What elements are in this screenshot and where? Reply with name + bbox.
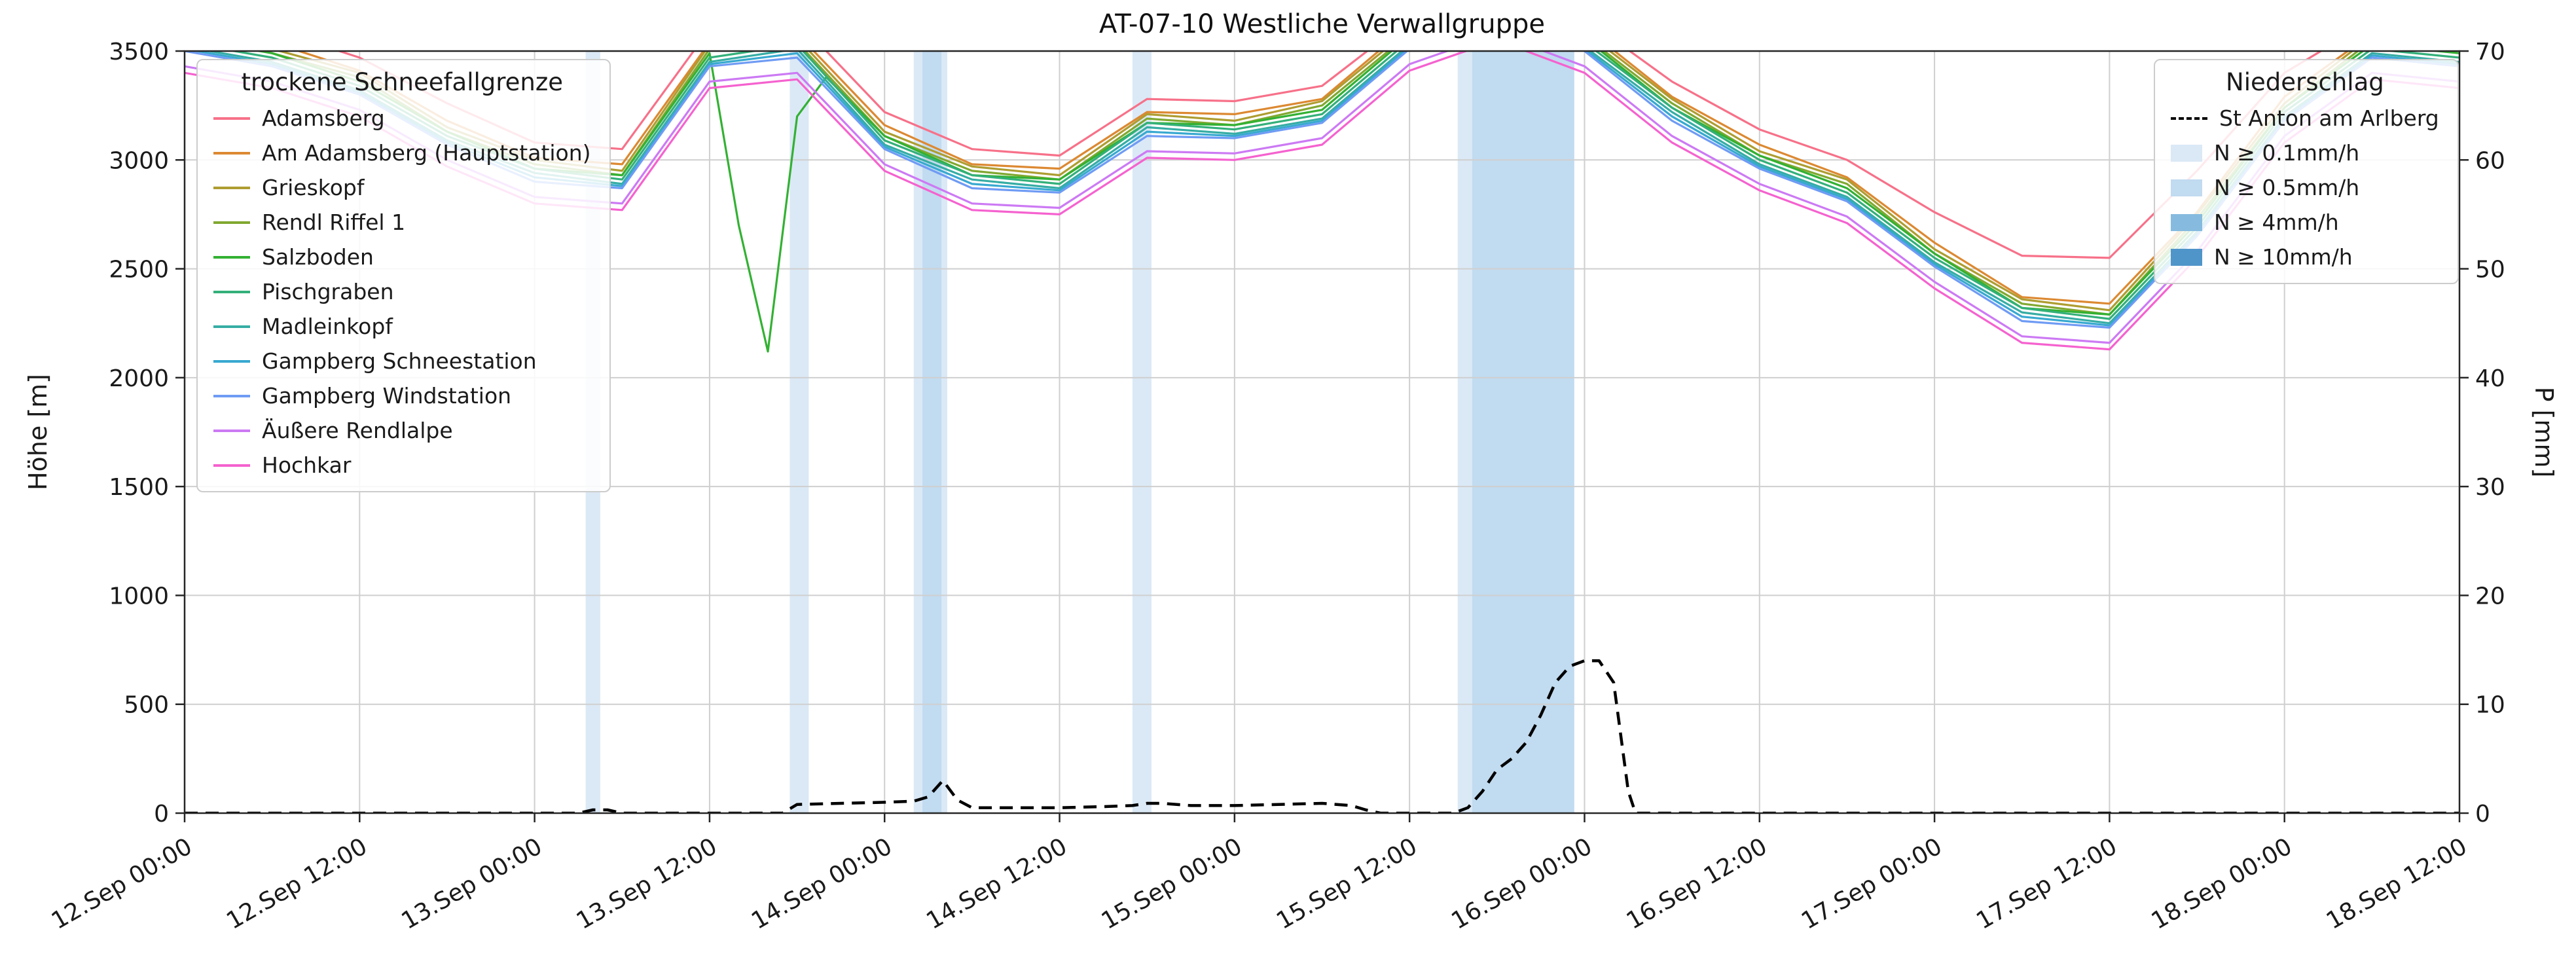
x-tick-label: 12.Sep 00:00: [47, 833, 197, 935]
x-tick-label: 17.Sep 12:00: [1972, 833, 2122, 935]
y-tick-label-left: 3500: [109, 39, 169, 65]
legend-item: Grieskopf: [213, 175, 591, 200]
y-tick-label-left: 0: [154, 801, 169, 828]
legend-left-title: trockene Schneefallgrenze: [241, 68, 564, 96]
x-tick-label: 13.Sep 12:00: [572, 833, 722, 935]
precip-band: [789, 51, 809, 813]
precip-band: [1457, 51, 1472, 813]
legend-item: N ≥ 4mm/h: [2171, 210, 2439, 235]
y-tick-label-right: 50: [2475, 257, 2505, 283]
legend-item: St Anton am Arlberg: [2171, 105, 2439, 131]
legend-item: Salzboden: [213, 244, 591, 270]
legend-line-swatch: [213, 151, 250, 155]
legend-line-swatch: [213, 359, 250, 363]
legend-item-label: N ≥ 0.5mm/h: [2214, 175, 2360, 200]
legend-patch-swatch: [2171, 179, 2202, 196]
y-tick-label-right: 60: [2475, 147, 2505, 174]
legend-right-title: Niederschlag: [2226, 68, 2384, 96]
y-tick-label-left: 3000: [109, 147, 169, 174]
x-tick-label: 18.Sep 00:00: [2147, 833, 2297, 935]
y-tick-label-right: 10: [2475, 692, 2505, 719]
dashed-line-swatch: [2171, 117, 2207, 120]
y-tick-label-right: 70: [2475, 39, 2505, 65]
legend-line-swatch: [213, 429, 250, 432]
legend-item: Am Adamsberg (Hauptstation): [213, 140, 591, 166]
y-tick-label-left: 1000: [109, 583, 169, 610]
legend-item: Adamsberg: [213, 105, 591, 131]
legend-item-label: Pischgraben: [262, 279, 394, 304]
legend-patch-swatch: [2171, 248, 2202, 266]
legend-item-label: N ≥ 0.1mm/h: [2214, 140, 2360, 166]
plot-border: [183, 50, 2461, 814]
legend-item-label: Grieskopf: [262, 175, 365, 200]
legend-item: N ≥ 10mm/h: [2171, 244, 2439, 270]
legend-line-swatch: [213, 464, 250, 467]
precip-band: [922, 51, 942, 813]
y-tick-label-left: 2500: [109, 257, 169, 283]
legend-line-swatch: [213, 290, 250, 293]
legend-item-label: St Anton am Arlberg: [2219, 105, 2439, 131]
x-tick-label: 15.Sep 12:00: [1272, 833, 1422, 935]
y-tick-label-right: 30: [2475, 474, 2505, 501]
legend-item: Äußere Rendlalpe: [213, 418, 591, 443]
legend-snowfall-line: trockene Schneefallgrenze Adamsberg Am Ad…: [196, 59, 611, 492]
legend-item: Gampberg Schneestation: [213, 348, 591, 374]
legend-item: Gampberg Windstation: [213, 383, 591, 409]
legend-item-label: Gampberg Windstation: [262, 383, 512, 409]
legend-line-swatch: [213, 255, 250, 259]
legend-item-label: Madleinkopf: [262, 314, 393, 339]
legend-item: Rendl Riffel 1: [213, 210, 591, 235]
legend-line-swatch: [213, 394, 250, 397]
legend-item: Pischgraben: [213, 279, 591, 304]
legend-patch-swatch: [2171, 213, 2202, 231]
x-tick-label: 17.Sep 00:00: [1797, 833, 1947, 935]
precipitation-line: [185, 659, 2459, 813]
y-tick-label-right: 20: [2475, 583, 2505, 610]
legend-line-swatch: [213, 117, 250, 120]
x-tick-label: 14.Sep 00:00: [747, 833, 897, 935]
legend-item-label: Hochkar: [262, 452, 352, 478]
legend-line-swatch: [213, 325, 250, 328]
legend-item: Hochkar: [213, 452, 591, 478]
y-tick-label-left: 2000: [109, 365, 169, 392]
y-tick-label-left: 1500: [109, 474, 169, 501]
precip-band: [1472, 51, 1574, 813]
precip-band: [1132, 51, 1152, 813]
x-tick-label: 16.Sep 12:00: [1622, 833, 1772, 935]
legend-patch-swatch: [2171, 144, 2202, 162]
legend-left-items: Adamsberg Am Adamsberg (Hauptstation) Grie…: [213, 105, 591, 478]
legend-item-label: Salzboden: [262, 244, 374, 270]
x-tick-label: 18.Sep 12:00: [2322, 833, 2472, 935]
y-tick-label-right: 40: [2475, 365, 2505, 392]
legend-item-label: N ≥ 4mm/h: [2214, 210, 2339, 235]
x-tick-label: 16.Sep 00:00: [1447, 833, 1597, 935]
legend-item-label: Gampberg Schneestation: [262, 348, 537, 374]
x-tick-label: 13.Sep 00:00: [397, 833, 547, 935]
x-tick-label: 14.Sep 12:00: [922, 833, 1072, 935]
legend-item-label: Am Adamsberg (Hauptstation): [262, 140, 591, 166]
legend-right-items: St Anton am Arlberg N ≥ 0.1mm/h N ≥ 0.5mm/…: [2171, 105, 2439, 270]
legend-item-label: Äußere Rendlalpe: [262, 418, 453, 443]
legend-item-label: Rendl Riffel 1: [262, 210, 406, 235]
legend-item: N ≥ 0.5mm/h: [2171, 175, 2439, 200]
legend-line-swatch: [213, 221, 250, 224]
y-tick-label-right: 0: [2475, 801, 2490, 828]
legend-precipitation: Niederschlag St Anton am Arlberg N ≥ 0.1m…: [2154, 59, 2459, 284]
legend-line-swatch: [213, 186, 250, 189]
x-tick-label: 12.Sep 12:00: [222, 833, 372, 935]
legend-item: Madleinkopf: [213, 314, 591, 339]
y-tick-label-left: 500: [124, 692, 169, 719]
x-tick-label: 15.Sep 00:00: [1097, 833, 1247, 935]
legend-item-label: N ≥ 10mm/h: [2214, 244, 2353, 270]
chart-title: AT-07-10 Westliche Verwallgruppe: [1099, 9, 1545, 39]
legend-item-label: Adamsberg: [262, 105, 385, 131]
legend-item: N ≥ 0.1mm/h: [2171, 140, 2439, 166]
